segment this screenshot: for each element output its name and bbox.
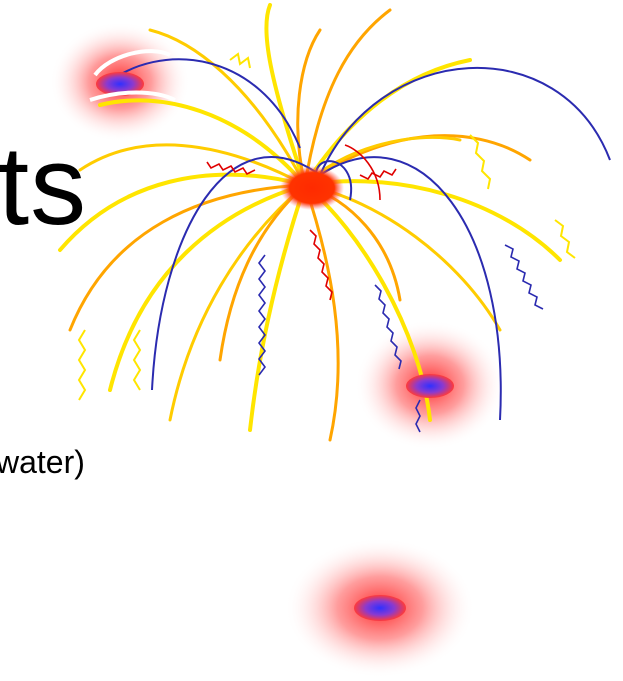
slide-body-text-fragment: water) <box>0 444 85 480</box>
blue-sparkle-group <box>258 244 544 433</box>
spark-core-top-left <box>96 72 144 96</box>
slide-title-fragment: ts <box>0 123 88 248</box>
spark-glow-group <box>50 22 505 678</box>
white-swoosh-group <box>89 49 176 102</box>
blue-ray-group <box>104 58 611 421</box>
yellow-sparkle-group <box>77 52 576 401</box>
burst-center <box>280 166 344 210</box>
red-sparkle-group <box>206 144 397 301</box>
spark-core-right <box>406 374 454 398</box>
spark-core-bottom <box>354 595 406 621</box>
